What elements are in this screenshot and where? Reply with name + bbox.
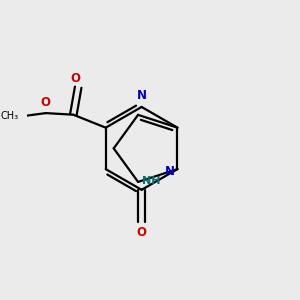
Text: NH: NH bbox=[142, 176, 161, 186]
Text: N: N bbox=[136, 89, 147, 102]
Text: N: N bbox=[165, 164, 175, 178]
Text: O: O bbox=[41, 96, 51, 109]
Text: O: O bbox=[70, 72, 81, 85]
Text: CH₃: CH₃ bbox=[0, 111, 18, 121]
Text: O: O bbox=[136, 226, 147, 239]
